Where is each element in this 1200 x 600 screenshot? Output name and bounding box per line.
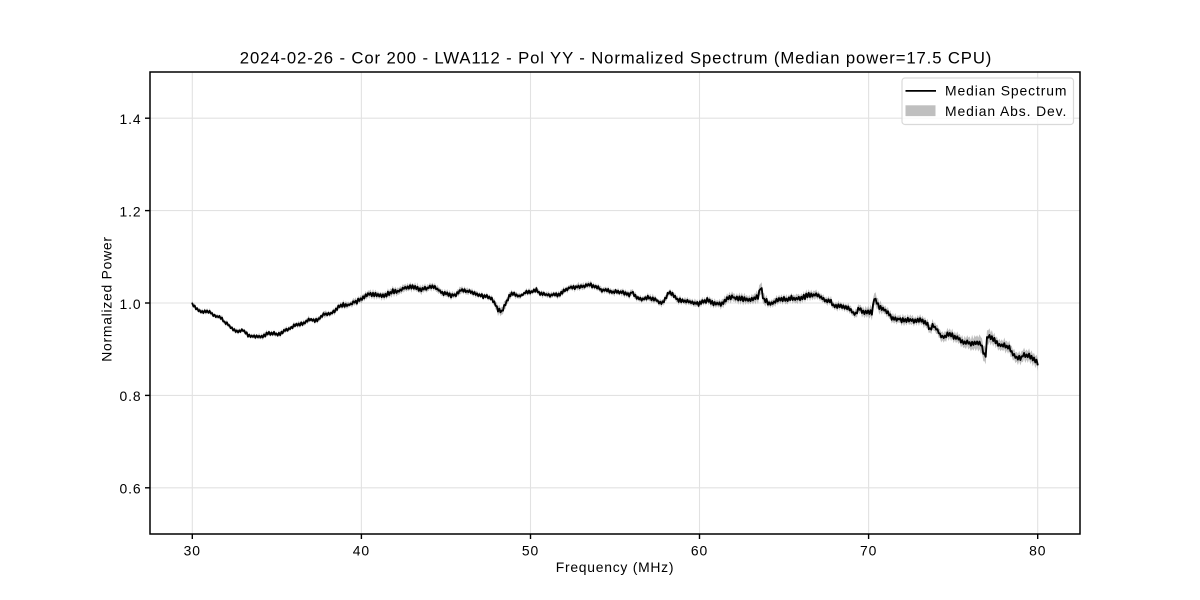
svg-text:0.6: 0.6	[119, 481, 141, 497]
svg-text:80: 80	[1029, 543, 1046, 559]
svg-text:Frequency (MHz): Frequency (MHz)	[556, 559, 675, 575]
svg-text:0.8: 0.8	[119, 388, 141, 404]
svg-text:1.4: 1.4	[119, 111, 141, 127]
svg-text:1.2: 1.2	[119, 203, 141, 219]
svg-text:50: 50	[522, 543, 539, 559]
svg-text:40: 40	[353, 543, 370, 559]
svg-text:Normalized Power: Normalized Power	[99, 236, 115, 361]
svg-text:2024-02-26 - Cor 200 - LWA112: 2024-02-26 - Cor 200 - LWA112 - Pol YY -…	[240, 48, 992, 67]
svg-text:1.0: 1.0	[119, 296, 141, 312]
svg-text:Median Abs. Dev.: Median Abs. Dev.	[945, 103, 1067, 119]
svg-text:60: 60	[691, 543, 708, 559]
svg-text:30: 30	[184, 543, 201, 559]
svg-text:Median Spectrum: Median Spectrum	[945, 82, 1067, 98]
svg-text:70: 70	[860, 543, 877, 559]
